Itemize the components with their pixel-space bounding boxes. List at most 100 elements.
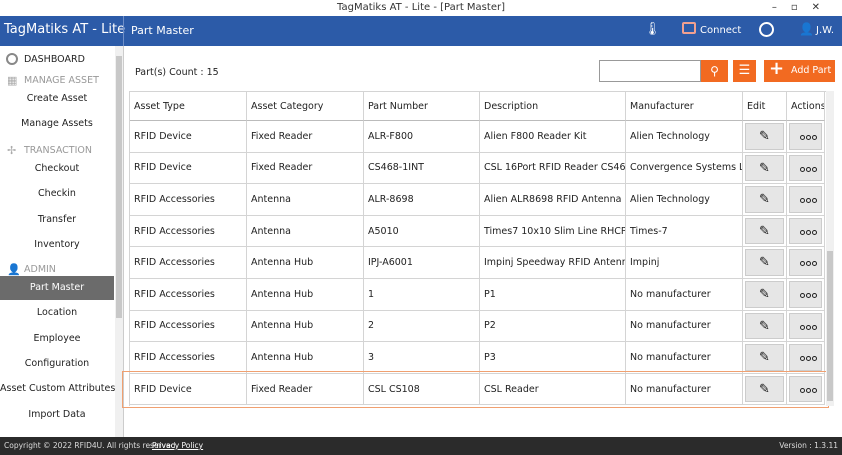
sidebar-scrollbar[interactable] <box>115 46 123 437</box>
actions-button[interactable] <box>789 186 822 213</box>
nav-item[interactable]: Manage Assets <box>21 118 93 130</box>
list-button[interactable]: ☰ <box>733 60 756 82</box>
edit-button[interactable]: ✎ <box>745 217 784 245</box>
table-cell: RFID Device <box>130 121 247 153</box>
edit-cell: ✎ <box>743 310 787 343</box>
dot <box>806 198 811 204</box>
nav-item[interactable]: Employee <box>33 332 81 344</box>
table-cell: Impinj <box>626 247 743 279</box>
column-header[interactable]: Edit <box>743 92 787 121</box>
dashboard-icon[interactable] <box>759 22 774 37</box>
connect-icon[interactable] <box>682 22 696 34</box>
scroll-thumb[interactable] <box>827 251 833 401</box>
edit-cell: ✎ <box>743 184 787 216</box>
actions-cell <box>787 247 825 279</box>
dot <box>800 166 805 172</box>
add-part-button[interactable]: + Add Part <box>764 58 835 82</box>
section-icon: ▦ <box>7 74 18 87</box>
table-cell: 2 <box>364 310 480 343</box>
table-row[interactable]: RFID Device Fixed Reader CSL CS108 CSL Read… <box>130 373 825 406</box>
actions-button[interactable] <box>789 217 822 245</box>
edit-button[interactable]: ✎ <box>745 186 784 213</box>
actions-button[interactable] <box>789 154 822 182</box>
actions-button[interactable] <box>789 123 822 150</box>
actions-button[interactable] <box>789 249 822 276</box>
actions-cell <box>787 215 825 248</box>
edit-button[interactable]: ✎ <box>745 154 784 182</box>
edit-cell: ✎ <box>743 152 787 185</box>
privacy-link[interactable]: Privacy Policy <box>152 441 204 450</box>
window-controls[interactable]: –▫✕ <box>771 2 834 13</box>
column-header[interactable]: Part Number <box>364 92 480 121</box>
actions-button[interactable] <box>789 375 822 403</box>
section-title: ADMIN <box>24 264 56 275</box>
nav-item[interactable]: Asset Custom Attributes <box>0 383 116 395</box>
user-icon[interactable]: 👤 <box>799 22 814 36</box>
column-header[interactable]: Asset Category <box>247 92 364 121</box>
table-cell: Fixed Reader <box>247 373 364 406</box>
sidebar-dashboard[interactable]: DASHBOARD <box>24 54 85 65</box>
table-cell: Antenna <box>247 215 364 248</box>
nav-item[interactable]: Checkout <box>34 163 80 174</box>
add-part-label: Add Part <box>791 65 832 76</box>
nav-item[interactable]: Checkin <box>38 188 76 200</box>
table-cell: P2 <box>480 310 626 343</box>
table-scrollbar[interactable] <box>826 91 834 406</box>
actions-button[interactable] <box>789 344 822 371</box>
edit-button[interactable]: ✎ <box>745 312 784 340</box>
table-cell: Alien Technology <box>626 184 743 216</box>
nav-item[interactable]: Part Master <box>0 276 114 300</box>
thermometer-icon[interactable]: 🌡 <box>644 22 661 37</box>
edit-button[interactable]: ✎ <box>745 281 784 308</box>
nav-item[interactable]: Import Data <box>28 408 86 420</box>
search-button[interactable]: ⚲ <box>701 60 728 82</box>
dot <box>806 261 811 267</box>
actions-cell <box>787 279 825 311</box>
table-row[interactable]: RFID Accessories Antenna A5010 Times7 10x10… <box>130 215 825 248</box>
table-cell: RFID Accessories <box>130 215 247 248</box>
actions-cell <box>787 152 825 185</box>
edit-button[interactable]: ✎ <box>745 123 784 150</box>
table-cell: P1 <box>480 279 626 311</box>
connect-label[interactable]: Connect <box>700 25 742 36</box>
section-title: MANAGE ASSET <box>24 75 99 86</box>
table-row[interactable]: RFID Device Fixed Reader CS468-1INT CSL 16P… <box>130 152 825 185</box>
actions-button[interactable] <box>789 312 822 340</box>
user-name[interactable]: J.W. <box>816 25 835 36</box>
table-cell: RFID Accessories <box>130 342 247 374</box>
table-cell: CS468-1INT <box>364 152 480 185</box>
dot <box>800 293 805 298</box>
dot <box>806 229 811 235</box>
actions-cell <box>787 121 825 153</box>
table-row[interactable]: RFID Accessories Antenna ALR-8698 Alien ALR… <box>130 184 825 216</box>
table-row[interactable]: RFID Accessories Antenna Hub 1 P1 No manufac… <box>130 279 825 311</box>
nav-item[interactable]: Location <box>36 307 78 319</box>
dot <box>806 387 811 393</box>
column-header[interactable]: Manufacturer <box>626 92 743 121</box>
nav-item[interactable]: Configuration <box>24 357 90 369</box>
edit-button[interactable]: ✎ <box>745 249 784 276</box>
nav-item[interactable]: Create Asset <box>26 93 88 104</box>
table-row[interactable]: RFID Accessories Antenna Hub 2 P2 No manufac… <box>130 310 825 343</box>
column-header[interactable]: Description <box>480 92 626 121</box>
nav-item[interactable]: Transfer <box>37 213 77 225</box>
actions-cell <box>787 310 825 343</box>
table-cell: Antenna Hub <box>247 342 364 374</box>
column-header[interactable]: Actions <box>787 92 825 121</box>
table-row[interactable]: RFID Device Fixed Reader ALR-F800 Alien F80… <box>130 121 825 153</box>
scroll-thumb[interactable] <box>116 56 122 318</box>
actions-button[interactable] <box>789 281 822 308</box>
actions-cell <box>787 184 825 216</box>
table-row[interactable]: RFID Accessories Antenna Hub IPJ-A6001 Impi… <box>130 247 825 279</box>
table-row[interactable]: RFID Accessories Antenna Hub 3 P3 No manufac… <box>130 342 825 374</box>
column-header[interactable]: Asset Type <box>130 92 247 121</box>
table-cell: ALR-F800 <box>364 121 480 153</box>
table-cell: No manufacturer <box>626 279 743 311</box>
edit-button[interactable]: ✎ <box>745 375 784 403</box>
nav-item[interactable]: Inventory <box>34 238 80 250</box>
window-title: TagMatiks AT - Lite - [Part Master] <box>337 2 505 13</box>
table-cell: RFID Accessories <box>130 279 247 311</box>
edit-button[interactable]: ✎ <box>745 344 784 371</box>
search-input[interactable] <box>599 60 701 82</box>
table-header: Asset Type Asset Category Part Number Descr… <box>130 92 825 121</box>
